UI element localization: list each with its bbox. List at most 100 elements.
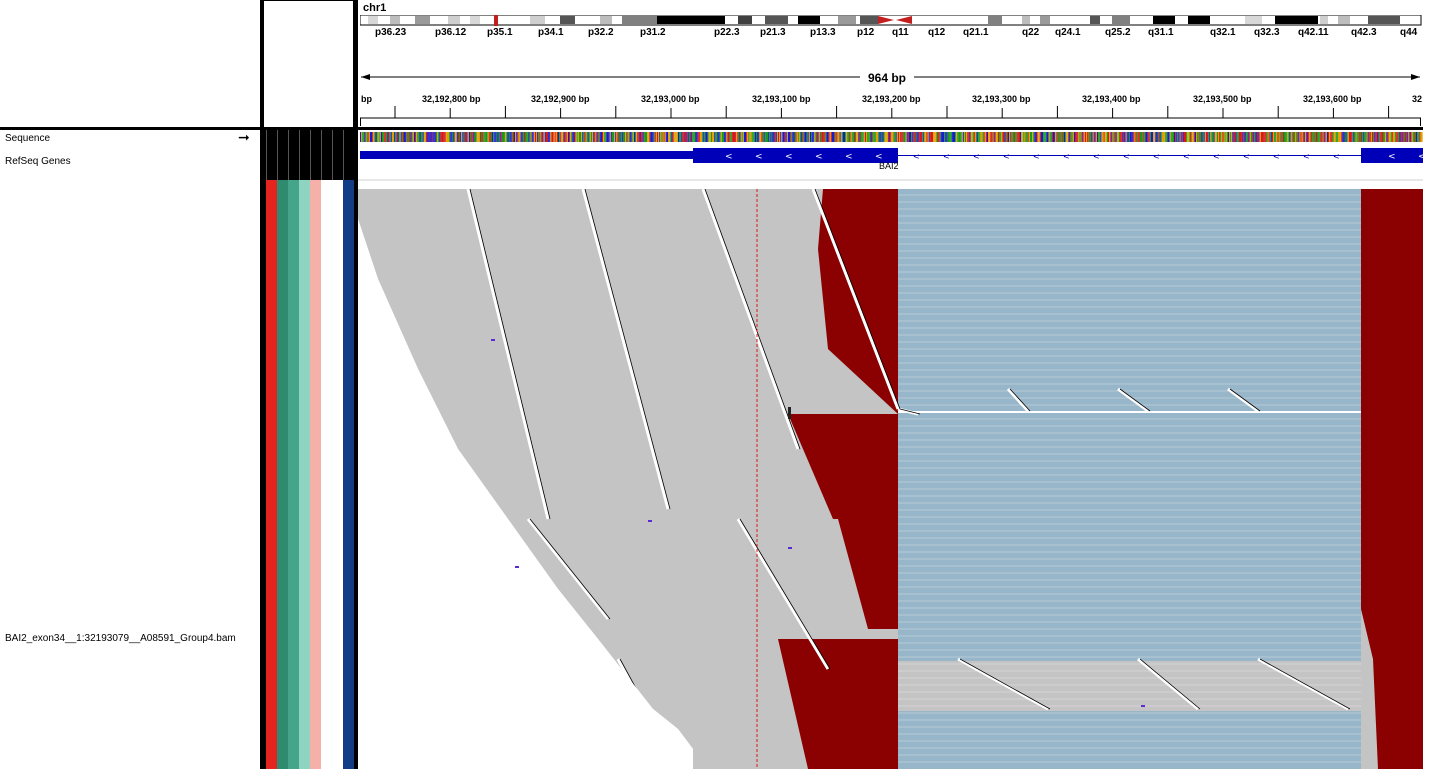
panel-divider[interactable] bbox=[354, 0, 358, 769]
base bbox=[512, 132, 514, 142]
centromere-p bbox=[878, 16, 894, 24]
base bbox=[528, 132, 530, 142]
base bbox=[660, 132, 662, 142]
track-name-sequence[interactable]: Sequence bbox=[5, 133, 51, 144]
mismatch-block bbox=[838, 519, 898, 629]
base bbox=[835, 132, 837, 142]
base bbox=[1111, 132, 1113, 142]
insertion-marker bbox=[491, 339, 495, 341]
base bbox=[882, 132, 884, 142]
base bbox=[954, 132, 956, 142]
base bbox=[405, 132, 407, 142]
ideogram-band-label: p36.12 bbox=[435, 27, 467, 38]
chromosome-ideogram[interactable] bbox=[360, 15, 1423, 27]
base bbox=[696, 132, 698, 142]
base bbox=[1268, 132, 1270, 142]
base bbox=[624, 132, 626, 142]
ruler-tick-label: 32,193,200 bp bbox=[862, 94, 921, 104]
attribute-color-strip[interactable] bbox=[263, 180, 354, 769]
track-name-refseq-genes[interactable]: RefSeq Genes bbox=[5, 156, 71, 167]
base bbox=[727, 132, 729, 142]
ideogram-band bbox=[415, 16, 430, 24]
strand-chevron: < bbox=[1093, 152, 1100, 161]
base bbox=[716, 132, 718, 142]
base bbox=[434, 132, 436, 142]
gene-label[interactable]: BAI2 bbox=[879, 161, 899, 171]
base bbox=[526, 132, 528, 142]
base bbox=[1414, 132, 1416, 142]
base bbox=[1311, 132, 1313, 142]
base bbox=[606, 132, 608, 142]
base bbox=[992, 132, 994, 142]
strand-arrow-icon[interactable]: ➞ bbox=[238, 129, 250, 145]
base bbox=[1073, 132, 1075, 142]
base bbox=[591, 132, 593, 142]
base bbox=[1141, 132, 1143, 142]
base bbox=[1135, 132, 1137, 142]
base bbox=[782, 132, 784, 142]
sequence-track[interactable] bbox=[360, 132, 1423, 142]
base bbox=[395, 132, 397, 142]
mismatch-block bbox=[788, 414, 898, 519]
base bbox=[460, 132, 462, 142]
strand-chevron: < bbox=[1303, 152, 1310, 161]
base bbox=[1227, 132, 1229, 142]
base bbox=[1094, 132, 1096, 142]
base bbox=[1108, 132, 1110, 142]
base bbox=[693, 132, 695, 142]
ideogram-band-label: p21.3 bbox=[760, 27, 786, 38]
base bbox=[845, 132, 847, 142]
base bbox=[1189, 132, 1191, 142]
base bbox=[676, 132, 678, 142]
base bbox=[1133, 132, 1135, 142]
base bbox=[1034, 132, 1036, 142]
base bbox=[485, 132, 487, 142]
base bbox=[784, 132, 786, 142]
base bbox=[773, 132, 775, 142]
base bbox=[614, 132, 616, 142]
base bbox=[1418, 132, 1420, 142]
track-name-bam[interactable]: BAI2_exon34__1:32193079__A08591_Group4.b… bbox=[5, 633, 236, 644]
base bbox=[363, 132, 365, 142]
panel-divider[interactable] bbox=[260, 0, 263, 769]
base bbox=[906, 132, 908, 142]
alignment-track[interactable] bbox=[358, 189, 1423, 769]
base bbox=[478, 132, 480, 142]
refseq-gene-track[interactable]: < < < < < < < < < < < < < < < < < < < < < < < bbox=[358, 148, 1423, 166]
base bbox=[683, 132, 685, 142]
strand-chevron: < bbox=[1388, 152, 1396, 162]
base bbox=[396, 132, 398, 142]
base bbox=[927, 132, 929, 142]
base bbox=[1147, 132, 1149, 142]
base bbox=[1274, 132, 1276, 142]
data-panel[interactable]: chr1 p36.23 p36.12 p35.1 p34.1 p32.2 p31.2 p22… bbox=[358, 0, 1423, 769]
base bbox=[1105, 132, 1107, 142]
ideogram-band bbox=[1040, 16, 1050, 24]
base bbox=[984, 132, 986, 142]
base bbox=[371, 132, 373, 142]
track-name-panel[interactable]: Sequence RefSeq Genes BAI2_exon34__1:321… bbox=[0, 130, 260, 769]
base bbox=[1406, 132, 1408, 142]
base bbox=[1342, 132, 1344, 142]
base bbox=[361, 132, 363, 142]
base bbox=[993, 132, 995, 142]
base bbox=[1076, 132, 1078, 142]
base bbox=[1409, 132, 1411, 142]
base bbox=[685, 132, 687, 142]
base bbox=[870, 132, 872, 142]
base bbox=[684, 132, 686, 142]
attribute-cell bbox=[288, 180, 299, 769]
base bbox=[963, 132, 965, 142]
base bbox=[1016, 132, 1018, 142]
base bbox=[496, 132, 498, 142]
base bbox=[384, 132, 386, 142]
base bbox=[533, 132, 535, 142]
base bbox=[816, 132, 818, 142]
base bbox=[500, 132, 502, 142]
ruler-tick-label: 32,193,400 bp bbox=[1082, 94, 1141, 104]
base bbox=[978, 132, 980, 142]
base bbox=[797, 132, 799, 142]
base bbox=[575, 132, 577, 142]
base bbox=[1224, 132, 1226, 142]
base bbox=[780, 132, 782, 142]
